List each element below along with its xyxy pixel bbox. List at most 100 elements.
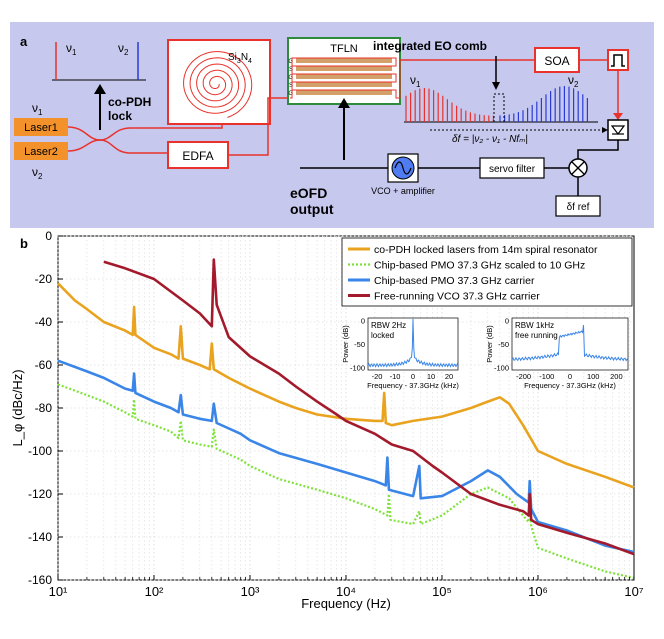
inset-y-tick: -50	[498, 340, 509, 349]
plot-axes: 10¹ 10² 10³ 10⁴ 10⁵ 10⁶ 10⁷0-20-40-60-80-100-1…	[28, 229, 644, 599]
vco-amp-label: VCO + amplifier	[371, 186, 435, 196]
inset-x-tick: -100	[539, 372, 554, 381]
series-line-3	[103, 258, 635, 556]
y-tick-label: -20	[35, 272, 53, 286]
servo-filter-label: servo filter	[489, 164, 536, 175]
co-pdh-label: co-PDH	[108, 95, 151, 109]
y-tick-label: -80	[35, 401, 53, 415]
pd-arrowhead	[613, 113, 623, 120]
comb-spectrum	[404, 86, 598, 123]
laser2-label: Laser2	[24, 146, 58, 158]
electrode-bar	[296, 58, 392, 63]
delta-f-dotted-arrowhead	[602, 127, 608, 133]
panel-a-label: a	[20, 34, 28, 49]
inset-x-tick: -10	[390, 372, 401, 381]
inset-xlabel: Frequency - 37.3GHz (kHz)	[367, 381, 459, 390]
x-tick-label: 10⁵	[432, 584, 452, 599]
electrode-label: S	[289, 67, 293, 73]
inset-ylabel: Power (dB)	[485, 325, 494, 363]
panel-b-label: b	[20, 236, 28, 251]
inset-x-tick: 200	[610, 372, 623, 381]
y-tick-label: -140	[28, 530, 52, 544]
y-axis-title: L_φ (dBc/Hz)	[10, 369, 25, 446]
photodetector-icon	[607, 119, 629, 141]
electrode-bar	[296, 74, 392, 79]
legend: co-PDH locked lasers from 14m spiral res…	[341, 237, 633, 307]
inset-title: RBW 1kHz	[515, 321, 554, 330]
inset-y-tick: -50	[354, 340, 365, 349]
waveguide-lower	[67, 139, 131, 154]
eo-comb-arrowhead	[492, 82, 500, 90]
inset-subtitle: locked	[371, 331, 394, 340]
legend-box	[341, 237, 633, 307]
y-tick-label: -160	[28, 573, 52, 587]
lock-label: lock	[108, 109, 132, 123]
output-label: output	[290, 201, 334, 217]
legend-label: Free-running VCO 37.3 GHz carrier	[374, 291, 540, 303]
line-pd-to-mixer	[577, 140, 619, 160]
tfln-waveguide	[290, 57, 401, 99]
series-line-1	[57, 383, 635, 579]
y-tick-label: -60	[35, 358, 53, 372]
eofd-label: eOFD	[290, 185, 327, 201]
inset-y-tick: 0	[505, 316, 509, 325]
comb-beat-box	[493, 93, 505, 123]
x-tick-label: 10²	[145, 584, 164, 599]
soa-box	[534, 47, 580, 73]
x-tick-label: 10⁷	[624, 584, 643, 599]
inset-xlabel: Frequency - 37.3GHz (kHz)	[524, 381, 616, 390]
inset-x-tick: 0	[411, 372, 415, 381]
x-axis-title: Frequency (Hz)	[301, 596, 391, 611]
y-tick-label: 0	[45, 229, 52, 243]
electrode-label: S	[289, 83, 293, 89]
inset-trace	[367, 318, 459, 368]
inset-subtitle: free running	[515, 331, 558, 340]
wg-edfa-to-tfln	[228, 97, 290, 156]
tfln-label: TFLN	[330, 43, 358, 55]
nu2-top: ν2	[118, 41, 129, 57]
series-line-0	[57, 282, 635, 489]
laser1-box	[14, 118, 68, 136]
photodiode-symbol	[610, 125, 626, 135]
electrode-label: G	[288, 91, 293, 97]
bandpass-filter-icon	[607, 49, 629, 71]
co-pdh-arrowhead	[94, 84, 106, 94]
inset-ylabel: Power (dB)	[341, 325, 350, 363]
nu1-laser: ν1	[32, 101, 43, 117]
eo-comb-label: integrated EO comb	[373, 39, 487, 53]
inset-x-tick: 20	[445, 372, 453, 381]
mixer-cross-b	[571, 161, 585, 175]
y-tick-label: -120	[28, 487, 52, 501]
edfa-label: EDFA	[182, 149, 213, 163]
inset-trace	[511, 325, 629, 362]
nu1-comb: ν1	[410, 73, 421, 89]
y-tick-label: -40	[35, 315, 53, 329]
y-tick-label: -100	[28, 444, 52, 458]
electrode-bar	[296, 66, 392, 71]
delta-f-equation: δf = |ν₂ - ν₁ - Nfₘ|	[452, 134, 528, 145]
x-tick-label: 10³	[241, 584, 260, 599]
electrode-bar	[296, 82, 392, 87]
x-tick-label: 10⁶	[528, 584, 548, 599]
df-ref-box	[555, 195, 601, 217]
df-ref-label: δf ref	[567, 202, 590, 213]
electrode-bar	[296, 90, 392, 95]
soa-label: SOA	[544, 54, 569, 68]
legend-label: Chip-based PMO 37.3 GHz carrier	[374, 275, 535, 287]
spiral-box	[167, 39, 271, 125]
x-tick-label: 10¹	[49, 584, 68, 599]
vco-sine-icon	[394, 161, 412, 175]
two-line-spectrum: ν1 ν2	[52, 41, 146, 81]
nu2-comb: ν2	[568, 73, 579, 89]
drive-arrowhead	[338, 98, 350, 108]
inset-y-tick: 0	[361, 316, 365, 325]
si3n4-label: Si3N4	[228, 52, 252, 65]
inset-x-tick: -200	[516, 372, 531, 381]
nu2-laser: ν2	[32, 165, 43, 181]
laser1-label: Laser1	[24, 122, 58, 134]
bandpass-shape	[611, 54, 625, 67]
inset-frame	[511, 317, 629, 371]
